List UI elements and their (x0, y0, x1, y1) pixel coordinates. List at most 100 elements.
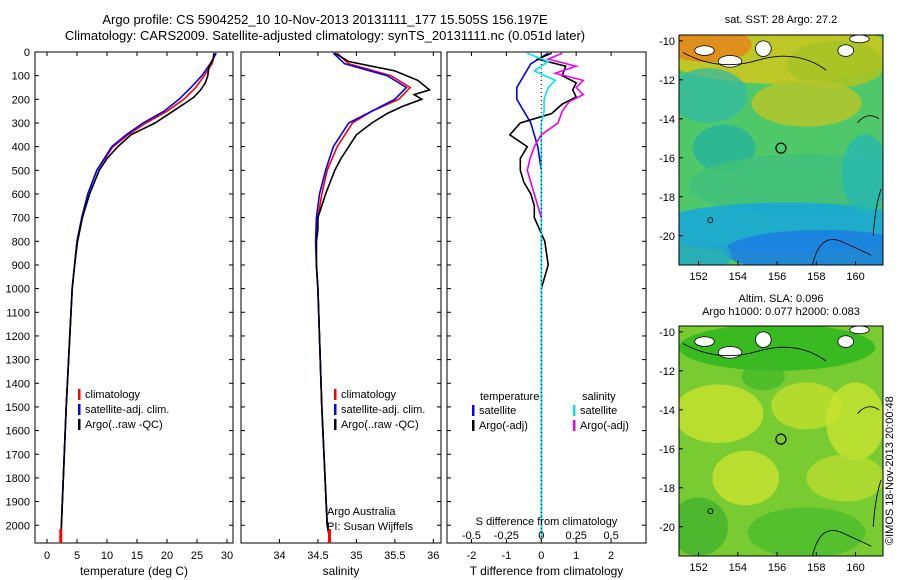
island-shape (755, 40, 772, 57)
x-tick-label: 35.5 (384, 550, 405, 562)
map-color-region (724, 229, 883, 265)
lat-tick-label: -18 (659, 192, 675, 204)
x-tick-label: 25 (191, 550, 203, 562)
legend-swatch (78, 389, 81, 400)
legend-header: salinity (582, 391, 616, 403)
map-color-region (679, 68, 748, 123)
x-tick-label: 10 (101, 550, 113, 562)
sla-map: 152 154 156 158 160 -10 -12 -14 -16 -18 -20 (659, 325, 884, 574)
island-shape (849, 35, 870, 44)
legend-label: Argo(..raw -QC) (85, 419, 163, 431)
island-shape (755, 331, 772, 348)
lat-tick-label: -14 (659, 405, 675, 417)
bathymetry-contour (682, 52, 827, 71)
map-color-region (679, 384, 764, 443)
plot-frame (446, 51, 647, 544)
x2-tick-label: 0.5 (603, 530, 618, 542)
bottom-value-marker (327, 529, 331, 543)
sla-map-title: Altim. SLA: 0.096 (739, 293, 824, 305)
lat-tick-label: -10 (659, 327, 675, 339)
bathymetry-contour (811, 238, 872, 265)
x-axis-label: temperature (deg C) (80, 564, 188, 578)
y-tick-label: 800 (12, 236, 30, 248)
x-tick-label: 34 (273, 550, 285, 562)
map-field (679, 326, 883, 556)
bottom-value-marker (59, 529, 63, 543)
title-line-2: Climatology: CARS2009. Satellite-adjuste… (64, 28, 586, 43)
legend-label: satellite (479, 405, 516, 417)
series-line-s-satellite (527, 52, 557, 538)
series-line-climatology (315, 52, 412, 538)
y-tick-label: 1500 (6, 402, 30, 414)
x-tick-label: 2 (608, 550, 614, 562)
series-line-argo-raw-qc- (315, 52, 432, 538)
y-tick-label: 1900 (6, 497, 30, 509)
map-color-region (747, 507, 866, 556)
x2-tick-label: 0.25 (565, 530, 586, 542)
lat-tick-label: -16 (659, 444, 675, 456)
island-shape (717, 346, 743, 359)
legend-swatch (472, 420, 475, 431)
legend-label: Argo(-adj) (580, 420, 629, 432)
bathymetry-contour (872, 479, 882, 527)
x-tick-label: 5 (74, 550, 80, 562)
map-color-region (826, 382, 883, 461)
reef-contour (707, 508, 714, 515)
legend-label: Argo(..raw -QC) (341, 419, 419, 431)
legend-swatch (334, 419, 337, 430)
bathymetry-contour (857, 115, 880, 124)
legend-swatch (78, 419, 81, 430)
legend-swatch (573, 405, 576, 416)
map-color-region (771, 382, 842, 430)
x2-axis-label: S difference from climatology (476, 516, 618, 528)
bathymetry-contour (811, 529, 872, 556)
argo-position-marker (775, 433, 787, 445)
map-color-region (679, 326, 876, 371)
lon-tick-label: 154 (729, 271, 747, 283)
bathymetry-contour (872, 188, 882, 236)
x-axis-label: T difference from climatology (470, 564, 624, 578)
y-tick-label: 200 (12, 94, 30, 106)
legend-label: satellite (580, 405, 617, 417)
map-color-region (741, 363, 785, 391)
map-color-region (806, 454, 883, 502)
salinity-panel: 34 34.5 35 35.5 36 salinity (240, 51, 442, 578)
lon-tick-label: 160 (846, 562, 864, 574)
lat-tick-label: -12 (659, 75, 675, 87)
lon-tick-label: 160 (846, 271, 864, 283)
map-color-region (786, 40, 883, 88)
sst-map: 152 154 156 158 160 -10 -12 -14 -16 -18 -20 (659, 34, 884, 283)
lon-tick-label: 158 (807, 271, 825, 283)
reef-contour (707, 217, 714, 224)
lon-tick-label: 156 (768, 562, 786, 574)
x-tick-label: 1 (573, 550, 579, 562)
y-tick-label: 2000 (6, 520, 30, 532)
annotation-pi: PI: Susan Wijffels (327, 521, 413, 533)
y-tick-label: 1600 (6, 426, 30, 438)
x-tick-label: 15 (131, 550, 143, 562)
map-color-region (679, 239, 732, 265)
x-tick-label: 0 (538, 550, 544, 562)
island-shape (694, 336, 715, 347)
x-tick-label: 20 (161, 550, 173, 562)
lat-tick-label: -10 (659, 36, 675, 48)
difference-panel: -2 -1 0 1 2 T difference from climatology (446, 51, 647, 578)
lat-tick-label: -20 (659, 522, 675, 534)
map-field (679, 35, 883, 265)
island-shape (717, 55, 743, 68)
y-tick-label: 1400 (6, 378, 30, 390)
lat-tick-label: -18 (659, 483, 675, 495)
y-tick-label: 1700 (6, 449, 30, 461)
legend-label: satellite-adj. clim. (341, 404, 425, 416)
y-tick-label: 100 (12, 71, 30, 83)
legend-label: Argo(-adj) (479, 420, 528, 432)
series-line-satellite-adj-clim- (314, 52, 408, 538)
lon-tick-label: 158 (807, 562, 825, 574)
x2-tick-label: -0.5 (462, 530, 481, 542)
x-tick-label: 36 (427, 550, 439, 562)
island-shape (694, 45, 715, 56)
series-line-s-argo-adj- (526, 52, 585, 218)
y-tick-label: 1200 (6, 331, 30, 343)
map-frame (678, 325, 884, 557)
series-line-satellite-adj-clim- (60, 52, 217, 538)
